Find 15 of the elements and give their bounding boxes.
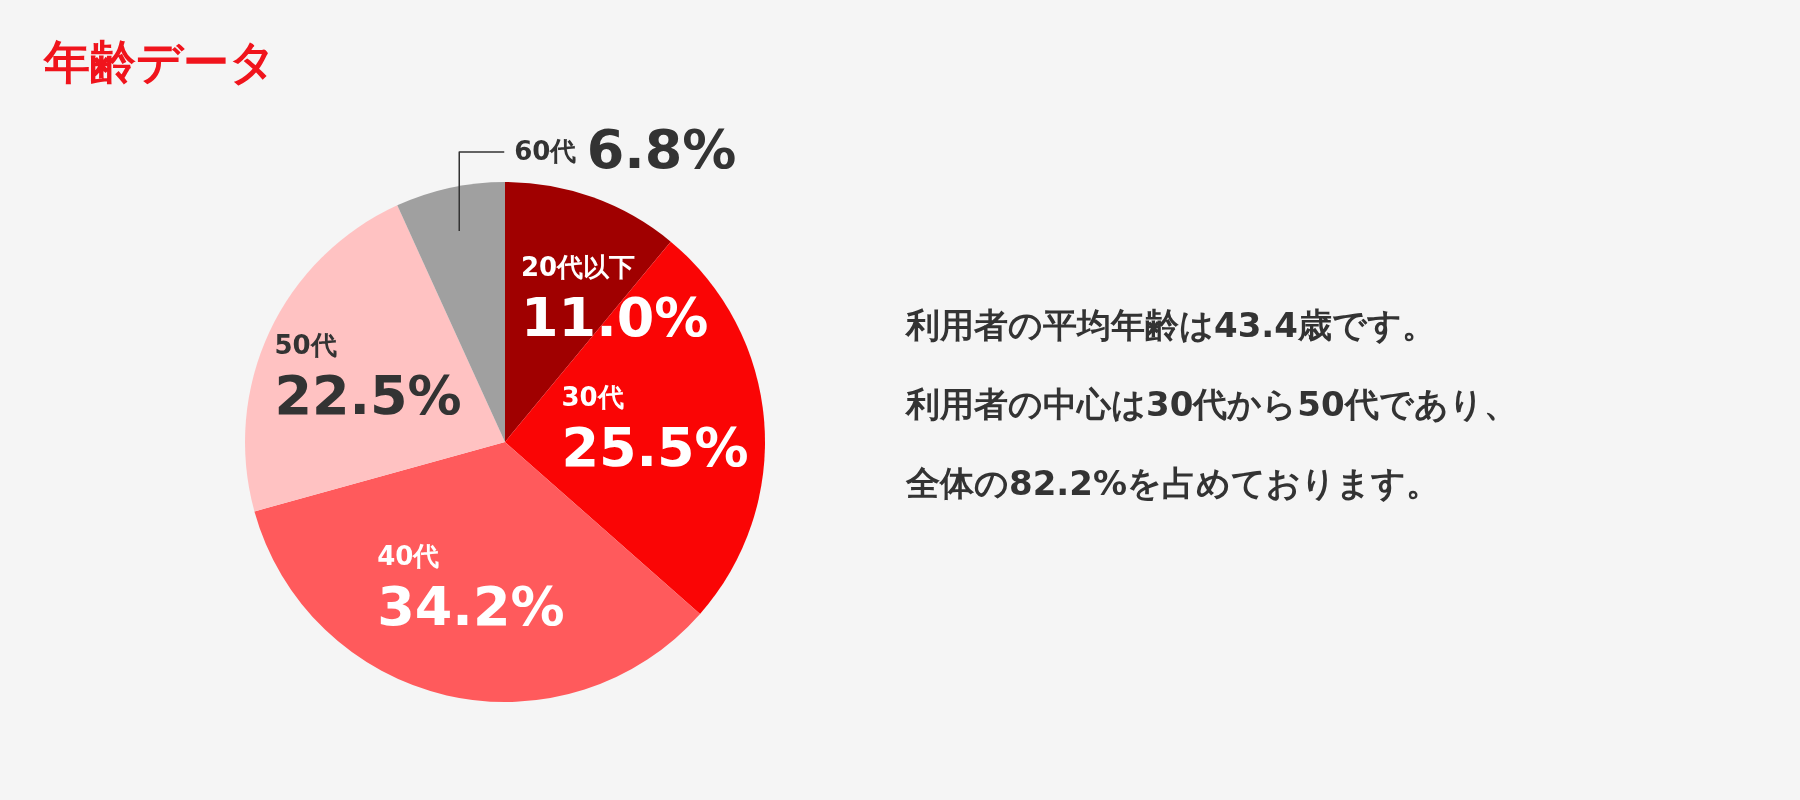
data-label: 34.2% [377, 574, 565, 638]
data-label: 22.5% [274, 364, 462, 428]
slice-label: 40代 [377, 540, 440, 571]
data-label: 25.5% [561, 416, 749, 480]
slice-label: 50代 [274, 330, 337, 361]
chart-title: 年齢データ [42, 35, 276, 89]
slice-label: 60代 [514, 136, 577, 166]
slice-label: 20代以下 [521, 252, 636, 283]
text: 利用者の中心は30代から50代であり、 [904, 384, 1518, 424]
slice-label: 30代 [561, 382, 624, 413]
pie-slice [245, 205, 505, 512]
text: 全体の82.2%を占めております。 [905, 463, 1440, 503]
text: 利用者の平均年齢は43.4歳です。 [904, 305, 1436, 345]
data-label: 6.8% [586, 118, 737, 181]
data-label: 11.0% [521, 286, 709, 350]
